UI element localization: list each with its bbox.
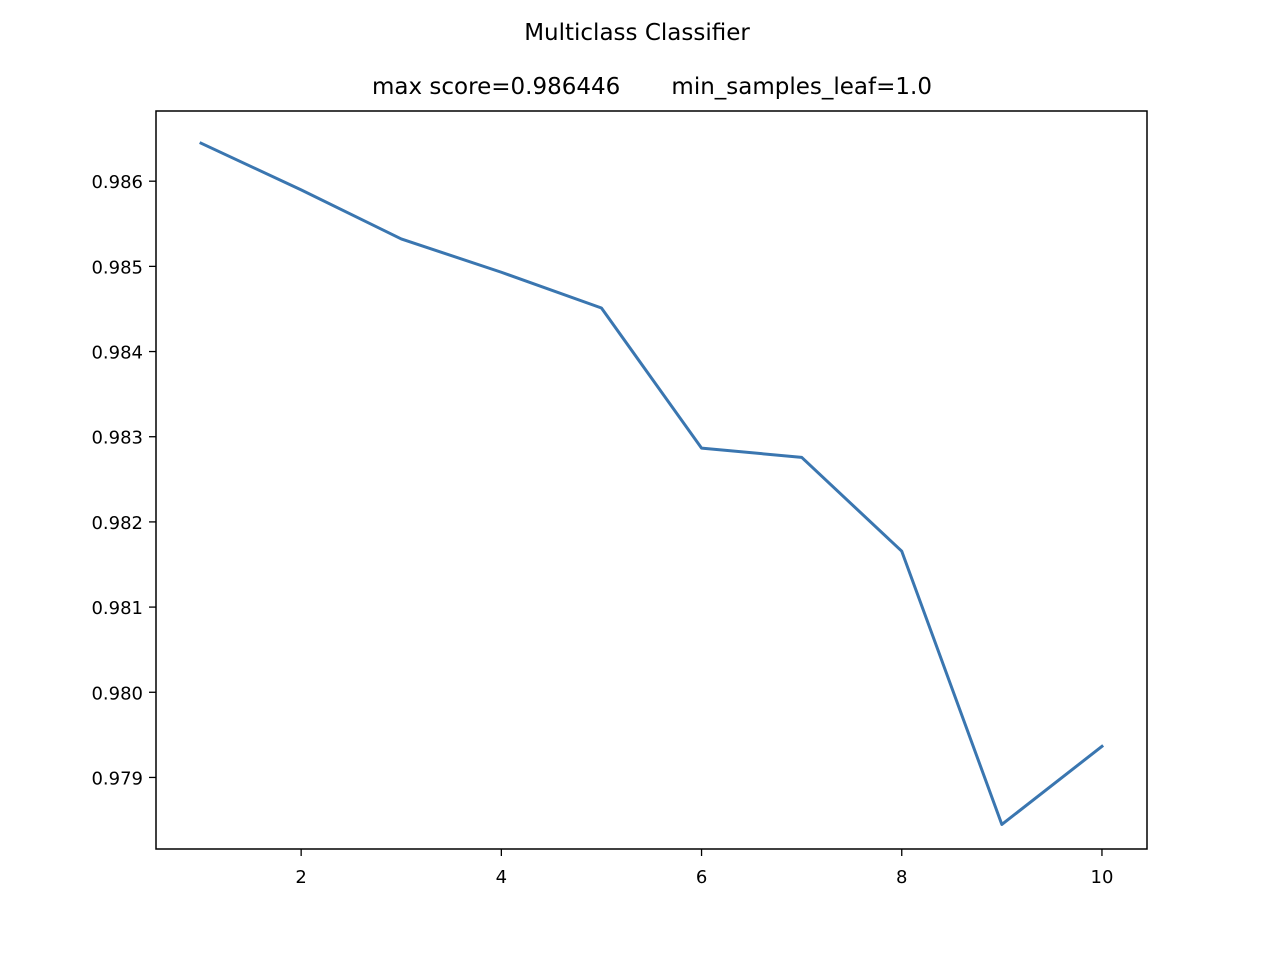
series-line xyxy=(201,143,1102,824)
x-tick-label: 4 xyxy=(496,867,507,888)
x-tick-label: 6 xyxy=(696,867,707,888)
x-tick-label: 10 xyxy=(1091,867,1114,888)
y-tick-label: 0.981 xyxy=(91,598,143,619)
y-tick-label: 0.985 xyxy=(91,257,143,278)
y-tick-label: 0.982 xyxy=(91,513,143,534)
plot-frame xyxy=(156,111,1147,849)
y-tick-label: 0.984 xyxy=(91,343,143,364)
y-tick-label: 0.980 xyxy=(91,683,143,704)
axes: 2 4 6 8 10 0.979 0.980 0.981 0.982 0.983 0.984 0.98… xyxy=(91,111,1147,888)
x-tick-label: 8 xyxy=(896,867,907,888)
y-tick-label: 0.979 xyxy=(91,768,143,789)
y-tick-label: 0.983 xyxy=(91,428,143,449)
y-tick-label: 0.986 xyxy=(91,172,143,193)
x-tick-label: 2 xyxy=(295,867,306,888)
chart-title: Multiclass Classifier xyxy=(524,20,750,46)
chart-subtitle: max score=0.986446 min_samples_leaf=1.0 xyxy=(372,74,932,100)
series-layer xyxy=(201,143,1102,824)
